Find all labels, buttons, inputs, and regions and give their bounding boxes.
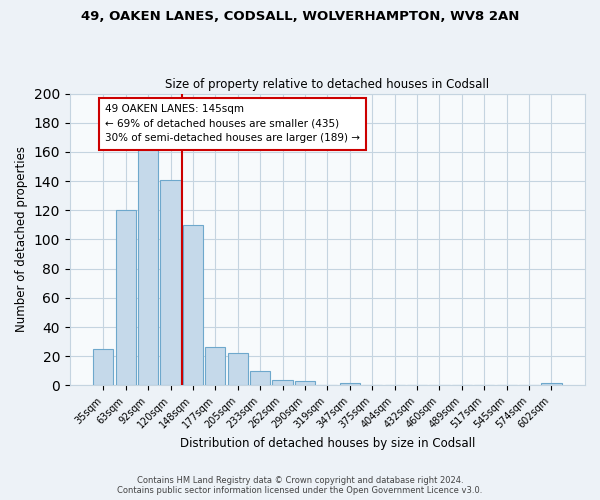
Bar	[227, 354, 248, 386]
Y-axis label: Number of detached properties: Number of detached properties	[15, 146, 28, 332]
Bar	[160, 180, 181, 386]
Text: Contains HM Land Registry data © Crown copyright and database right 2024.
Contai: Contains HM Land Registry data © Crown c…	[118, 476, 482, 495]
Bar	[183, 225, 203, 386]
Bar	[295, 381, 315, 386]
X-axis label: Distribution of detached houses by size in Codsall: Distribution of detached houses by size …	[180, 437, 475, 450]
Bar	[93, 349, 113, 386]
Bar	[340, 382, 360, 386]
Bar	[250, 371, 270, 386]
Bar	[541, 382, 562, 386]
Bar	[138, 140, 158, 386]
Bar	[272, 380, 293, 386]
Text: 49 OAKEN LANES: 145sqm
← 69% of detached houses are smaller (435)
30% of semi-de: 49 OAKEN LANES: 145sqm ← 69% of detached…	[105, 104, 360, 144]
Bar	[205, 348, 226, 386]
Title: Size of property relative to detached houses in Codsall: Size of property relative to detached ho…	[166, 78, 490, 91]
Bar	[116, 210, 136, 386]
Text: 49, OAKEN LANES, CODSALL, WOLVERHAMPTON, WV8 2AN: 49, OAKEN LANES, CODSALL, WOLVERHAMPTON,…	[81, 10, 519, 23]
